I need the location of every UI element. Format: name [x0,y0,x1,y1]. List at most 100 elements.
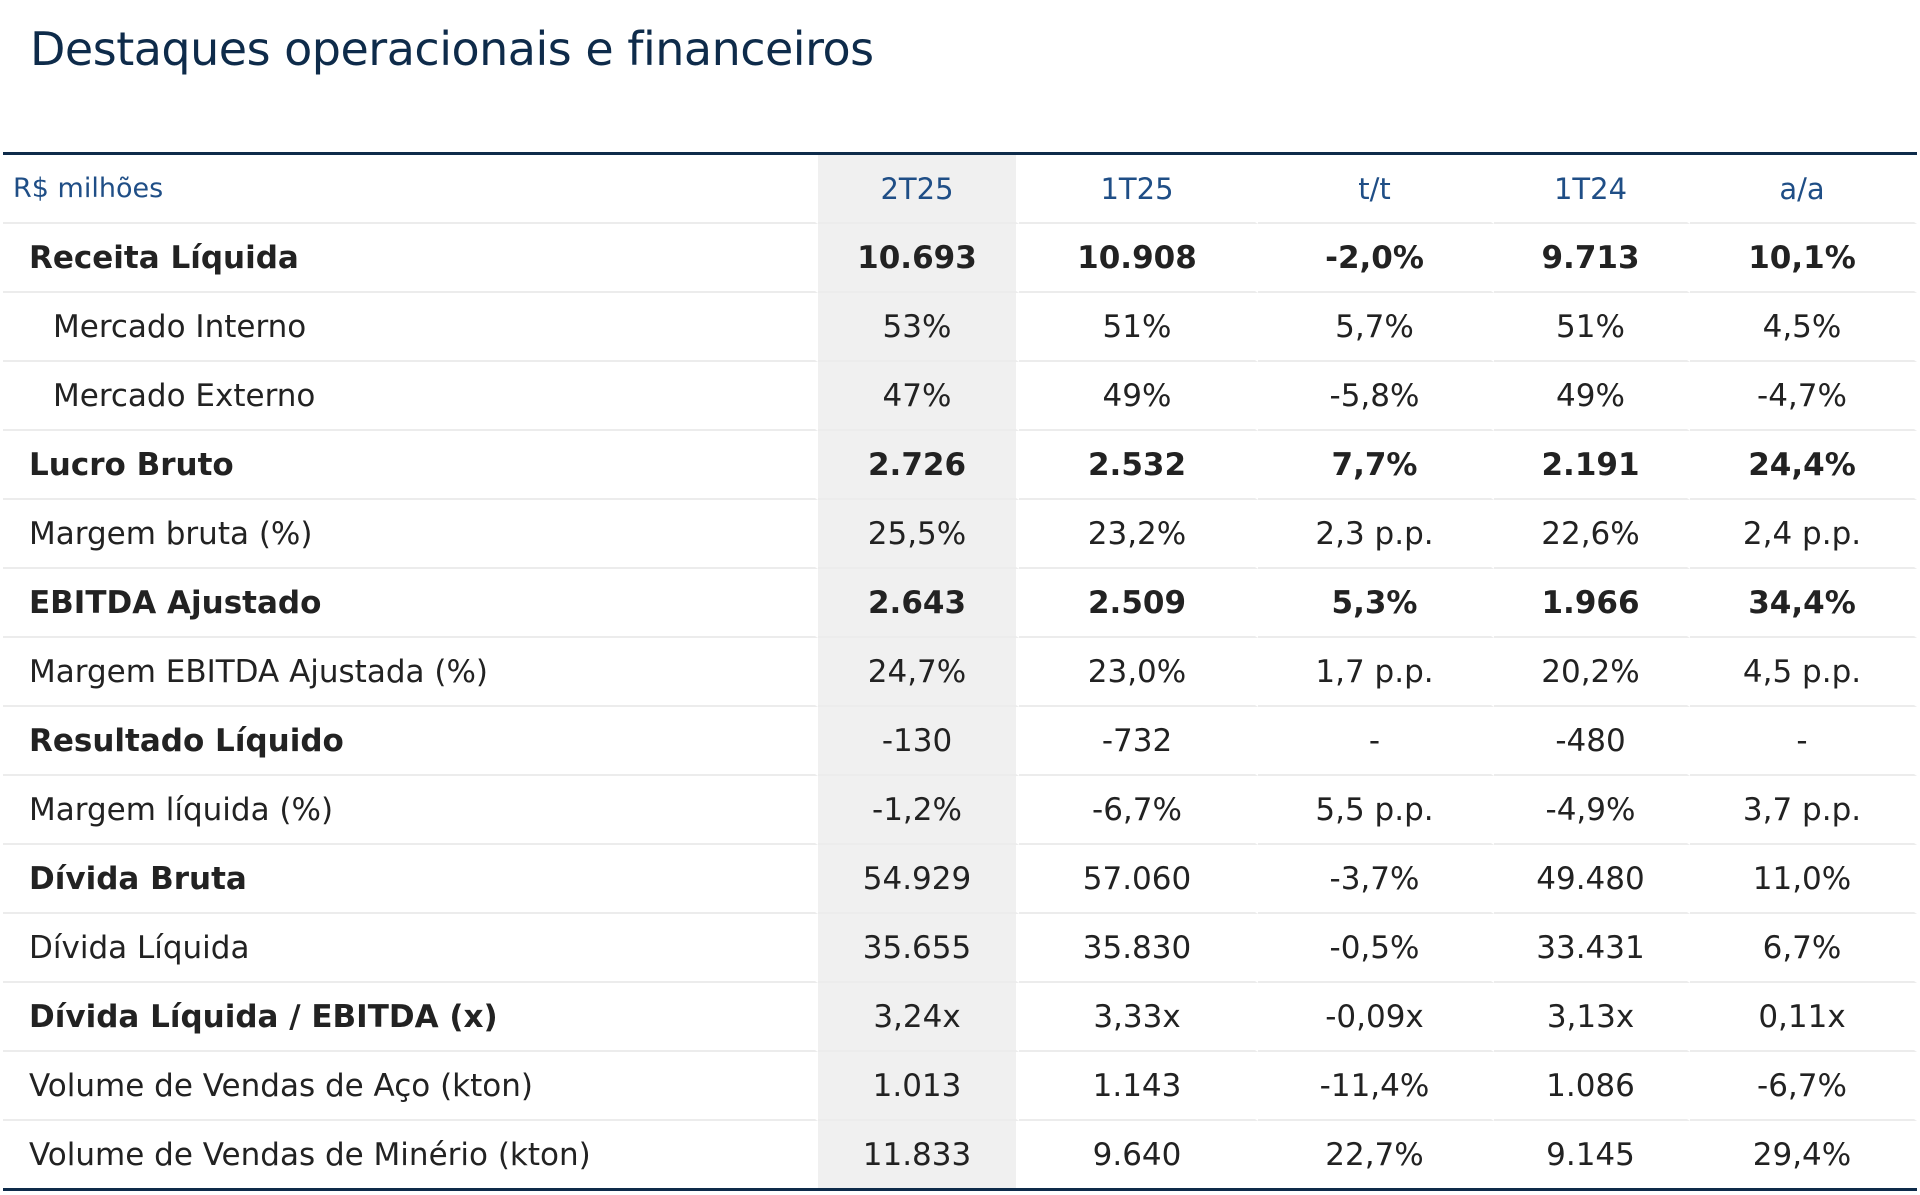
table-row: Margem bruta (%) 25,5% 23,2% 2,3 p.p. 22,6% 2… [3,500,1917,569]
cell: 47% [818,362,1019,431]
cell: -4,9% [1494,776,1690,845]
cell: -6,7% [1019,776,1258,845]
cell: 10.908 [1019,224,1258,293]
table-row: EBITDA Ajustado 2.643 2.509 5,3% 1.966 34,4% [3,569,1917,638]
cell: -130 [818,707,1019,776]
cell: 49% [1019,362,1258,431]
cell: 20,2% [1494,638,1690,707]
table-row: Margem EBITDA Ajustada (%) 24,7% 23,0% 1,7 … [3,638,1917,707]
row-label: Receita Líquida [3,224,818,293]
table-row: Dívida Líquida 35.655 35.830 -0,5% 33.431 6,7… [3,914,1917,983]
cell: 10.693 [818,224,1019,293]
cell: -732 [1019,707,1258,776]
table-row: Receita Líquida 10.693 10.908 -2,0% 9.713 10,… [3,224,1917,293]
cell: 5,7% [1258,293,1494,362]
cell: 51% [1494,293,1690,362]
table-row: Volume de Vendas de Minério (kton) 11.833… [3,1121,1917,1188]
cell: -3,7% [1258,845,1494,914]
cell: 34,4% [1690,569,1917,638]
table-row: Resultado Líquido -130 -732- -480- [3,707,1917,776]
cell: -0,09x [1258,983,1494,1052]
cell: 9.640 [1019,1121,1258,1188]
cell: 24,7% [818,638,1019,707]
cell: 25,5% [818,500,1019,569]
cell: -480 [1494,707,1690,776]
cell: 5,5 p.p. [1258,776,1494,845]
row-label: Volume de Vendas de Aço (kton) [3,1052,818,1121]
cell: 2.191 [1494,431,1690,500]
table-row: Lucro Bruto 2.726 2.532 7,7% 2.191 24,4% [3,431,1917,500]
table-row: Volume de Vendas de Aço (kton) 1.013 1.143… [3,1052,1917,1121]
cell: 1.086 [1494,1052,1690,1121]
cell: 2.509 [1019,569,1258,638]
cell: -5,8% [1258,362,1494,431]
column-header: 1T25 [1019,155,1258,224]
cell: 2.643 [818,569,1019,638]
row-label: Margem EBITDA Ajustada (%) [3,638,818,707]
cell: 11,0% [1690,845,1917,914]
cell: 1.143 [1019,1052,1258,1121]
table-row: Mercado Externo 47% 49% -5,8% 49% -4,7% [3,362,1917,431]
cell: 53% [818,293,1019,362]
row-label: Mercado Interno [3,293,818,362]
column-header: 2T25 [818,155,1019,224]
cell: 1.966 [1494,569,1690,638]
cell: 2,3 p.p. [1258,500,1494,569]
cell: -2,0% [1258,224,1494,293]
cell: 11.833 [818,1121,1019,1188]
table-row: Mercado Interno 53% 51% 5,7% 51% 4,5% [3,293,1917,362]
cell: 1.013 [818,1052,1019,1121]
cell: 51% [1019,293,1258,362]
cell: 3,24x [818,983,1019,1052]
cell: - [1258,707,1494,776]
column-header: a/a [1690,155,1917,224]
row-label: Mercado Externo [3,362,818,431]
cell: 3,13x [1494,983,1690,1052]
cell: 22,6% [1494,500,1690,569]
cell: 5,3% [1258,569,1494,638]
cell: 33.431 [1494,914,1690,983]
cell: 3,7 p.p. [1690,776,1917,845]
row-label: Volume de Vendas de Minério (kton) [3,1121,818,1188]
row-label: Dívida Líquida [3,914,818,983]
column-header: R$ milhões [3,155,818,224]
cell: 22,7% [1258,1121,1494,1188]
cell: 54.929 [818,845,1019,914]
cell: 4,5% [1690,293,1917,362]
table-row: Dívida Líquida / EBITDA (x) 3,24x 3,33x -0,… [3,983,1917,1052]
cell: 35.830 [1019,914,1258,983]
cell: 9.713 [1494,224,1690,293]
cell: 10,1% [1690,224,1917,293]
cell: 1,7 p.p. [1258,638,1494,707]
cell: 9.145 [1494,1121,1690,1188]
cell: 7,7% [1258,431,1494,500]
row-label: Margem bruta (%) [3,500,818,569]
cell: 23,2% [1019,500,1258,569]
table-row: Dívida Bruta 54.929 57.060 -3,7% 49.480 11,0% [3,845,1917,914]
cell: -1,2% [818,776,1019,845]
cell: -6,7% [1690,1052,1917,1121]
table-row: Margem líquida (%) -1,2% -6,7% 5,5 p.p. -4,9… [3,776,1917,845]
cell: 49.480 [1494,845,1690,914]
cell: 35.655 [818,914,1019,983]
cell: - [1690,707,1917,776]
cell: 3,33x [1019,983,1258,1052]
title: Destaques operacionais e financeiros [30,22,874,76]
row-label: EBITDA Ajustado [3,569,818,638]
cell: 49% [1494,362,1690,431]
header-row: R$ milhões 2T25 1T25 t/t 1T24 a/a [3,155,1917,224]
cell: -0,5% [1258,914,1494,983]
cell: 0,11x [1690,983,1917,1052]
row-label: Lucro Bruto [3,431,818,500]
row-label: Dívida Líquida / EBITDA (x) [3,983,818,1052]
cell: 2.532 [1019,431,1258,500]
cell: 6,7% [1690,914,1917,983]
cell: 24,4% [1690,431,1917,500]
cell: 2.726 [818,431,1019,500]
cell: 23,0% [1019,638,1258,707]
cell: 29,4% [1690,1121,1917,1188]
cell: -11,4% [1258,1052,1494,1121]
cell: -4,7% [1690,362,1917,431]
cell: 2,4 p.p. [1690,500,1917,569]
